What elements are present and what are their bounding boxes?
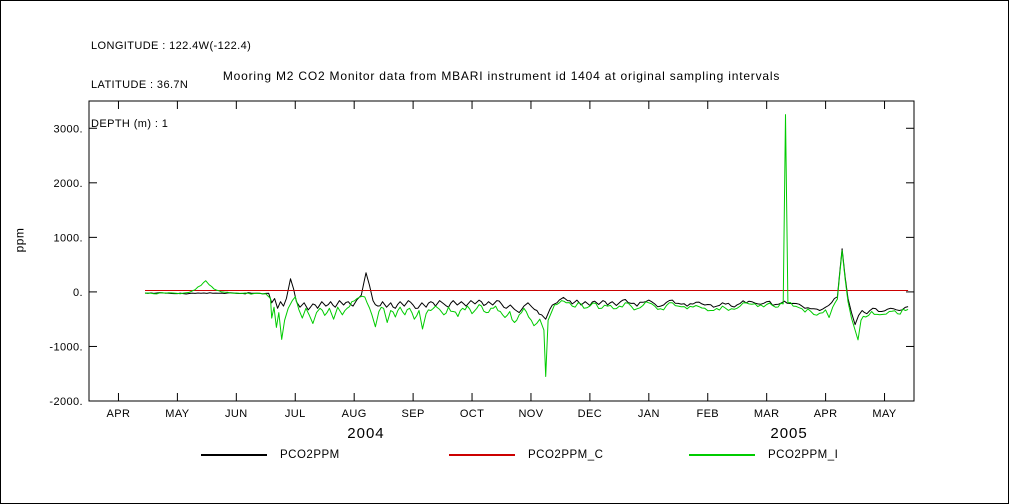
x-tick-label: MAY	[872, 408, 896, 420]
year-label-2004: 2004	[347, 425, 385, 442]
latitude-label: LATITUDE : 36.7N	[91, 79, 189, 91]
legend-swatch-pco2ppm-i	[689, 454, 755, 456]
x-tick-label: APR	[814, 408, 838, 420]
longitude-label: LONGITUDE : 122.4W(-122.4)	[91, 40, 252, 52]
x-tick-label: OCT	[460, 408, 484, 420]
legend-swatch-pco2ppm	[201, 454, 267, 456]
x-tick-label: DEC	[578, 408, 602, 420]
x-tick-label: JUN	[225, 408, 248, 420]
x-tick-label: AUG	[342, 408, 367, 420]
plot-frame	[88, 100, 915, 402]
x-tick-label: MAY	[165, 408, 189, 420]
series-line-pco2ppm	[144, 248, 909, 326]
x-tick-label: JUL	[285, 408, 306, 420]
x-tick-label: APR	[107, 408, 131, 420]
x-tick-label: MAR	[754, 408, 780, 420]
legend-item-pco2ppm-c: PCO2PPM_C	[449, 449, 603, 461]
legend-swatch-pco2ppm-c	[449, 454, 515, 456]
legend-item-pco2ppm: PCO2PPM	[201, 449, 340, 461]
x-tick-label: FEB	[696, 408, 719, 420]
x-tick-label: NOV	[518, 408, 543, 420]
y-tick-label: -2000.	[49, 396, 83, 408]
station-info: LONGITUDE : 122.4W(-122.4) LATITUDE : 36…	[91, 14, 251, 157]
x-tick-label: SEP	[401, 408, 424, 420]
y-tick-label: 0.	[73, 287, 83, 299]
series-line-pco2ppm_i	[144, 114, 909, 377]
legend-label-pco2ppm: PCO2PPM	[280, 449, 340, 461]
y-tick-label: -1000.	[49, 341, 83, 353]
x-tick-label: JAN	[638, 408, 660, 420]
year-label-2005: 2005	[770, 425, 808, 442]
y-tick-label: 2000.	[53, 178, 83, 190]
y-tick-label: 3000.	[53, 123, 83, 135]
legend-item-pco2ppm-i: PCO2PPM_I	[689, 449, 838, 461]
legend-label-pco2ppm-c: PCO2PPM_C	[528, 449, 604, 461]
depth-label: DEPTH (m) : 1	[91, 118, 169, 130]
legend-label-pco2ppm-i: PCO2PPM_I	[768, 449, 839, 461]
chart-title: Mooring M2 CO2 Monitor data from MBARI i…	[222, 69, 781, 83]
y-tick-label: 1000.	[53, 232, 83, 244]
